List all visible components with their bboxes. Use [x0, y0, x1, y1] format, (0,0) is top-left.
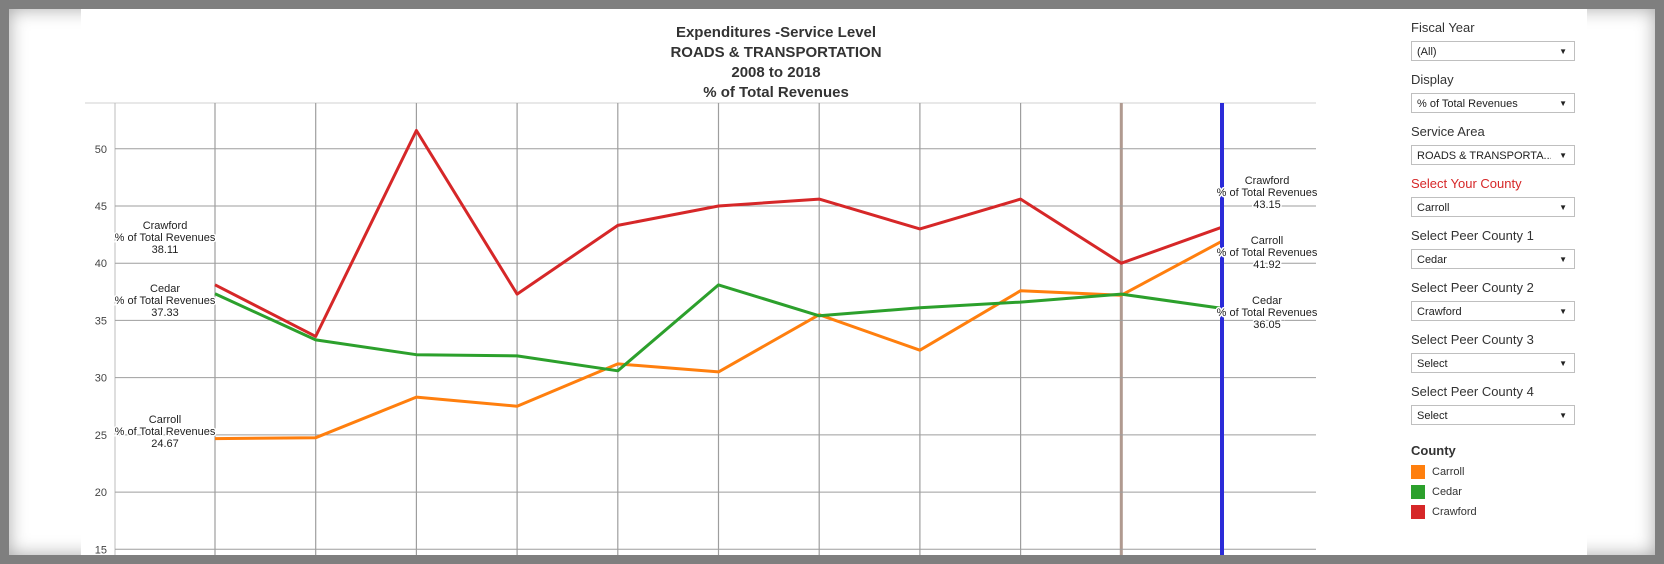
peer-county-3-value: Select [1417, 358, 1448, 370]
peer-county-2-value: Crawford [1417, 306, 1462, 318]
fiscal-year-value: (All) [1417, 46, 1437, 58]
y-tick-label: 50 [95, 144, 107, 156]
start-label-cedar-value: 37.33 [151, 307, 179, 319]
start-label-crawford-name: Crawford [143, 220, 188, 232]
y-tick-label: 15 [95, 544, 107, 555]
chevron-down-icon: ▼ [1559, 99, 1567, 108]
end-label-crawford-name: Crawford [1245, 175, 1290, 187]
end-label-cedar-measure: % of Total Revenues [1217, 307, 1318, 319]
chart-title-line-3: 2008 to 2018 [731, 64, 821, 81]
end-label-carroll-value: 41.92 [1253, 259, 1281, 271]
service-area-label: Service Area [1411, 124, 1485, 139]
y-tick-label: 25 [95, 430, 107, 442]
y-tick-label: 40 [95, 258, 107, 270]
peer-county-4-label: Select Peer County 4 [1411, 384, 1534, 399]
dashboard: Expenditures -Service Level ROADS & TRAN… [81, 9, 1587, 555]
chevron-down-icon: ▼ [1559, 47, 1567, 56]
service-area-select[interactable]: ROADS & TRANSPORTA... ▼ [1411, 145, 1575, 165]
chevron-down-icon: ▼ [1559, 255, 1567, 264]
your-county-select[interactable]: Carroll ▼ [1411, 197, 1575, 217]
end-label-carroll-measure: % of Total Revenues [1217, 247, 1318, 259]
legend-label-carroll: Carroll [1432, 466, 1465, 478]
display-value: % of Total Revenues [1417, 98, 1518, 110]
viz-frame: Expenditures -Service Level ROADS & TRAN… [9, 9, 1655, 555]
peer-county-4-value: Select [1417, 410, 1448, 422]
your-county-label: Select Your County [1411, 176, 1522, 191]
display-select[interactable]: % of Total Revenues ▼ [1411, 93, 1575, 113]
display-filter: Display % of Total Revenues ▼ [1411, 71, 1591, 113]
peer-county-3-label: Select Peer County 3 [1411, 332, 1534, 347]
chevron-down-icon: ▼ [1559, 151, 1567, 160]
end-label-crawford-value: 43.15 [1253, 199, 1281, 211]
start-label-carroll-measure: % of Total Revenues [115, 426, 216, 438]
start-label-crawford-value: 38.11 [152, 244, 179, 256]
peer-county-1-label: Select Peer County 1 [1411, 228, 1534, 243]
peer-county-4-select[interactable]: Select ▼ [1411, 405, 1575, 425]
legend-swatch-carroll [1411, 465, 1425, 479]
fiscal-year-label: Fiscal Year [1411, 20, 1475, 35]
start-label-carroll-value: 24.67 [151, 438, 179, 450]
series-line-cedar [214, 283, 1223, 373]
peer-county-3-select[interactable]: Select ▼ [1411, 353, 1575, 373]
y-tick-label: 20 [95, 487, 107, 499]
peer-county-1-filter: Select Peer County 1 Cedar ▼ [1411, 227, 1591, 269]
legend-item-crawford[interactable]: Crawford [1411, 502, 1477, 522]
peer-county-2-select[interactable]: Crawford ▼ [1411, 301, 1575, 321]
legend-label-cedar: Cedar [1432, 486, 1462, 498]
chevron-down-icon: ▼ [1559, 411, 1567, 420]
legend-title: County [1411, 443, 1456, 458]
filter-panel: Fiscal Year (All) ▼ Display % of Total R… [1411, 9, 1661, 555]
legend-label-crawford: Crawford [1432, 506, 1477, 518]
end-label-carroll-name: Carroll [1251, 235, 1283, 247]
series-line-carroll [214, 239, 1223, 441]
chevron-down-icon: ▼ [1559, 203, 1567, 212]
legend-item-cedar[interactable]: Cedar [1411, 482, 1477, 502]
peer-county-3-filter: Select Peer County 3 Select ▼ [1411, 331, 1591, 373]
start-label-carroll-name: Carroll [149, 414, 181, 426]
end-label-crawford-measure: % of Total Revenues [1217, 187, 1318, 199]
peer-county-2-label: Select Peer County 2 [1411, 280, 1534, 295]
legend-swatch-crawford [1411, 505, 1425, 519]
legend-swatch-cedar [1411, 485, 1425, 499]
chevron-down-icon: ▼ [1559, 307, 1567, 316]
series-line-crawford [214, 129, 1223, 338]
y-tick-label: 35 [95, 315, 107, 327]
start-label-cedar-measure: % of Total Revenues [115, 295, 216, 307]
start-label-cedar-name: Cedar [150, 283, 180, 295]
your-county-filter: Select Your County Carroll ▼ [1411, 175, 1591, 217]
chart-title: Expenditures -Service Level ROADS & TRAN… [81, 23, 1471, 103]
chart-title-line-2: ROADS & TRANSPORTATION [670, 44, 882, 61]
y-tick-label: 45 [95, 201, 107, 213]
y-tick-label: 30 [95, 373, 107, 385]
fiscal-year-filter: Fiscal Year (All) ▼ [1411, 19, 1591, 61]
peer-county-2-filter: Select Peer County 2 Crawford ▼ [1411, 279, 1591, 321]
display-label: Display [1411, 72, 1454, 87]
end-label-cedar-value: 36.05 [1253, 319, 1281, 331]
your-county-value: Carroll [1417, 202, 1450, 214]
legend-item-carroll[interactable]: Carroll [1411, 462, 1477, 482]
fiscal-year-select[interactable]: (All) ▼ [1411, 41, 1575, 61]
peer-county-1-value: Cedar [1417, 254, 1447, 266]
chart-title-line-1: Expenditures -Service Level [675, 24, 877, 41]
peer-county-4-filter: Select Peer County 4 Select ▼ [1411, 383, 1591, 425]
service-area-filter: Service Area ROADS & TRANSPORTA... ▼ [1411, 123, 1591, 165]
legend: County Carroll Cedar Crawford [1411, 443, 1477, 522]
chevron-down-icon: ▼ [1559, 359, 1567, 368]
service-area-value: ROADS & TRANSPORTA... [1417, 150, 1551, 162]
start-label-crawford-measure: % of Total Revenues [115, 232, 216, 244]
chart-title-line-4: % of Total Revenues [703, 84, 849, 101]
peer-county-1-select[interactable]: Cedar ▼ [1411, 249, 1575, 269]
end-label-cedar-name: Cedar [1252, 295, 1282, 307]
